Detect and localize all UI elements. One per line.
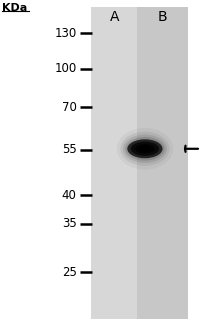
Ellipse shape xyxy=(139,146,150,152)
Text: 40: 40 xyxy=(61,189,76,202)
Ellipse shape xyxy=(135,144,154,154)
Text: 55: 55 xyxy=(62,143,76,156)
Text: B: B xyxy=(157,10,166,24)
Text: 25: 25 xyxy=(61,266,76,279)
Text: 70: 70 xyxy=(61,101,76,114)
Ellipse shape xyxy=(120,132,169,166)
Ellipse shape xyxy=(125,137,164,161)
Text: 130: 130 xyxy=(54,27,76,40)
Bar xyxy=(91,7,187,319)
Text: 35: 35 xyxy=(62,217,76,231)
Bar xyxy=(91,7,136,319)
Text: 100: 100 xyxy=(54,62,76,75)
Ellipse shape xyxy=(130,142,158,156)
Text: KDa: KDa xyxy=(2,3,27,13)
Bar xyxy=(136,7,187,319)
Ellipse shape xyxy=(127,139,162,158)
Ellipse shape xyxy=(116,128,172,170)
Text: A: A xyxy=(110,10,119,24)
Ellipse shape xyxy=(122,135,166,163)
